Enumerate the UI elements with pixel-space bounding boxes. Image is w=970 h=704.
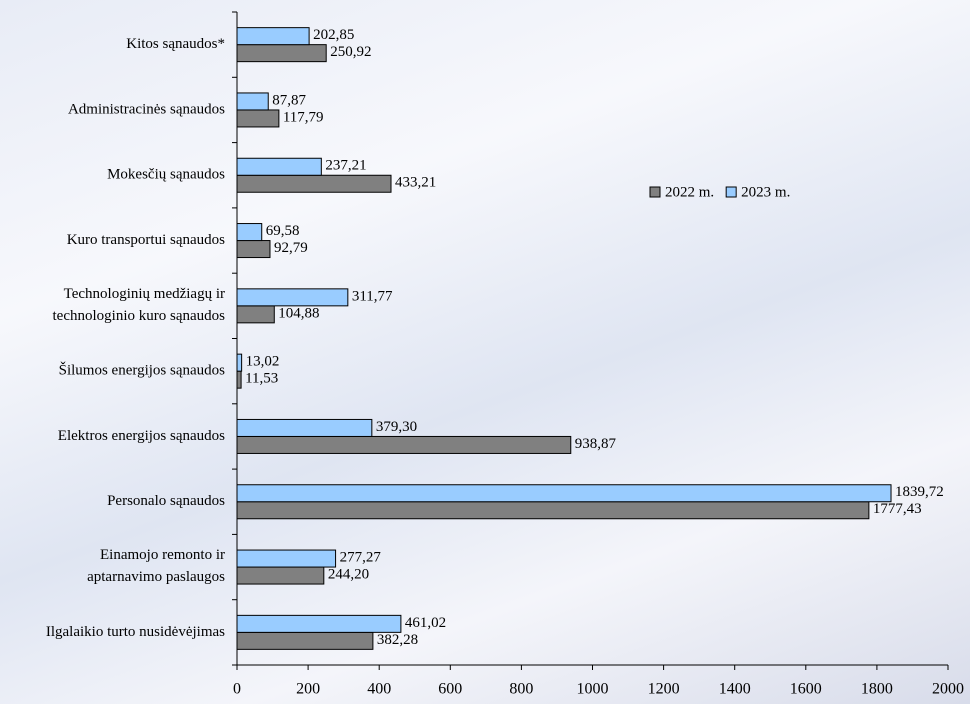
bar (236, 174, 392, 193)
category-label: Technologinių medžiagų ir technologinio k… (53, 286, 226, 324)
legend-swatch (725, 186, 737, 198)
x-tick-label: 1800 (861, 681, 893, 698)
bar (236, 288, 349, 307)
value-label: 938,87 (575, 436, 617, 452)
bar (236, 484, 892, 503)
value-label: 202,85 (313, 27, 354, 43)
value-label: 244,20 (328, 566, 369, 582)
value-label: 1777,43 (873, 501, 922, 517)
bar (236, 109, 280, 128)
category-label: Šilumos energijos sąnaudos (59, 362, 226, 379)
value-label: 433,21 (395, 175, 436, 191)
legend-label: 2022 m. (665, 184, 714, 200)
bar (236, 418, 373, 437)
category-label: Elektros energijos sąnaudos (58, 428, 225, 444)
category-label: Mokesčių sąnaudos (107, 167, 225, 183)
bar (236, 501, 870, 520)
x-tick-label: 1000 (577, 681, 609, 698)
bar (236, 44, 327, 63)
bar (236, 27, 310, 46)
value-label: 379,30 (376, 419, 417, 435)
bar (236, 631, 374, 650)
value-label: 13,02 (246, 354, 280, 370)
value-label: 1839,72 (895, 484, 944, 500)
value-label: 92,79 (274, 240, 308, 256)
bar (236, 435, 572, 454)
bar (236, 305, 275, 324)
bar (236, 157, 322, 176)
legend-swatch (649, 186, 661, 198)
bar (236, 370, 242, 389)
value-label: 461,02 (405, 615, 446, 631)
category-label: Personalo sąnaudos (107, 493, 225, 509)
bar (236, 223, 263, 242)
x-tick-label: 2000 (932, 681, 964, 698)
bar (236, 549, 337, 568)
bar (236, 566, 325, 585)
category-label: Einamojo remonto ir aptarnavimo paslaugos (87, 547, 225, 585)
x-tick-label: 600 (438, 681, 462, 698)
x-tick-label: 800 (509, 681, 533, 698)
category-label: Kitos sąnaudos* (126, 36, 225, 52)
value-label: 237,21 (325, 158, 366, 174)
x-tick-label: 1400 (719, 681, 751, 698)
legend-label: 2023 m. (741, 184, 790, 200)
bar (236, 240, 271, 259)
x-tick-label: 400 (367, 681, 391, 698)
value-label: 69,58 (266, 223, 300, 239)
value-label: 104,88 (278, 305, 319, 321)
value-label: 11,53 (245, 371, 278, 387)
category-label: Ilgalaikio turto nusidėvėjimas (46, 624, 225, 640)
category-label: Administracinės sąnaudos (68, 101, 225, 117)
value-label: 311,77 (352, 288, 393, 304)
bar (236, 614, 402, 633)
value-label: 117,79 (283, 109, 324, 125)
x-tick-label: 1600 (790, 681, 822, 698)
x-tick-label: 200 (296, 681, 320, 698)
bar (236, 353, 243, 372)
value-label: 277,27 (340, 549, 382, 565)
value-label: 87,87 (272, 92, 306, 108)
value-label: 250,92 (330, 44, 371, 60)
x-tick-label: 1200 (648, 681, 680, 698)
x-tick-label: 0 (233, 681, 241, 698)
category-label: Kuro transportui sąnaudos (67, 232, 225, 248)
bar (236, 92, 269, 111)
value-label: 382,28 (377, 632, 418, 648)
